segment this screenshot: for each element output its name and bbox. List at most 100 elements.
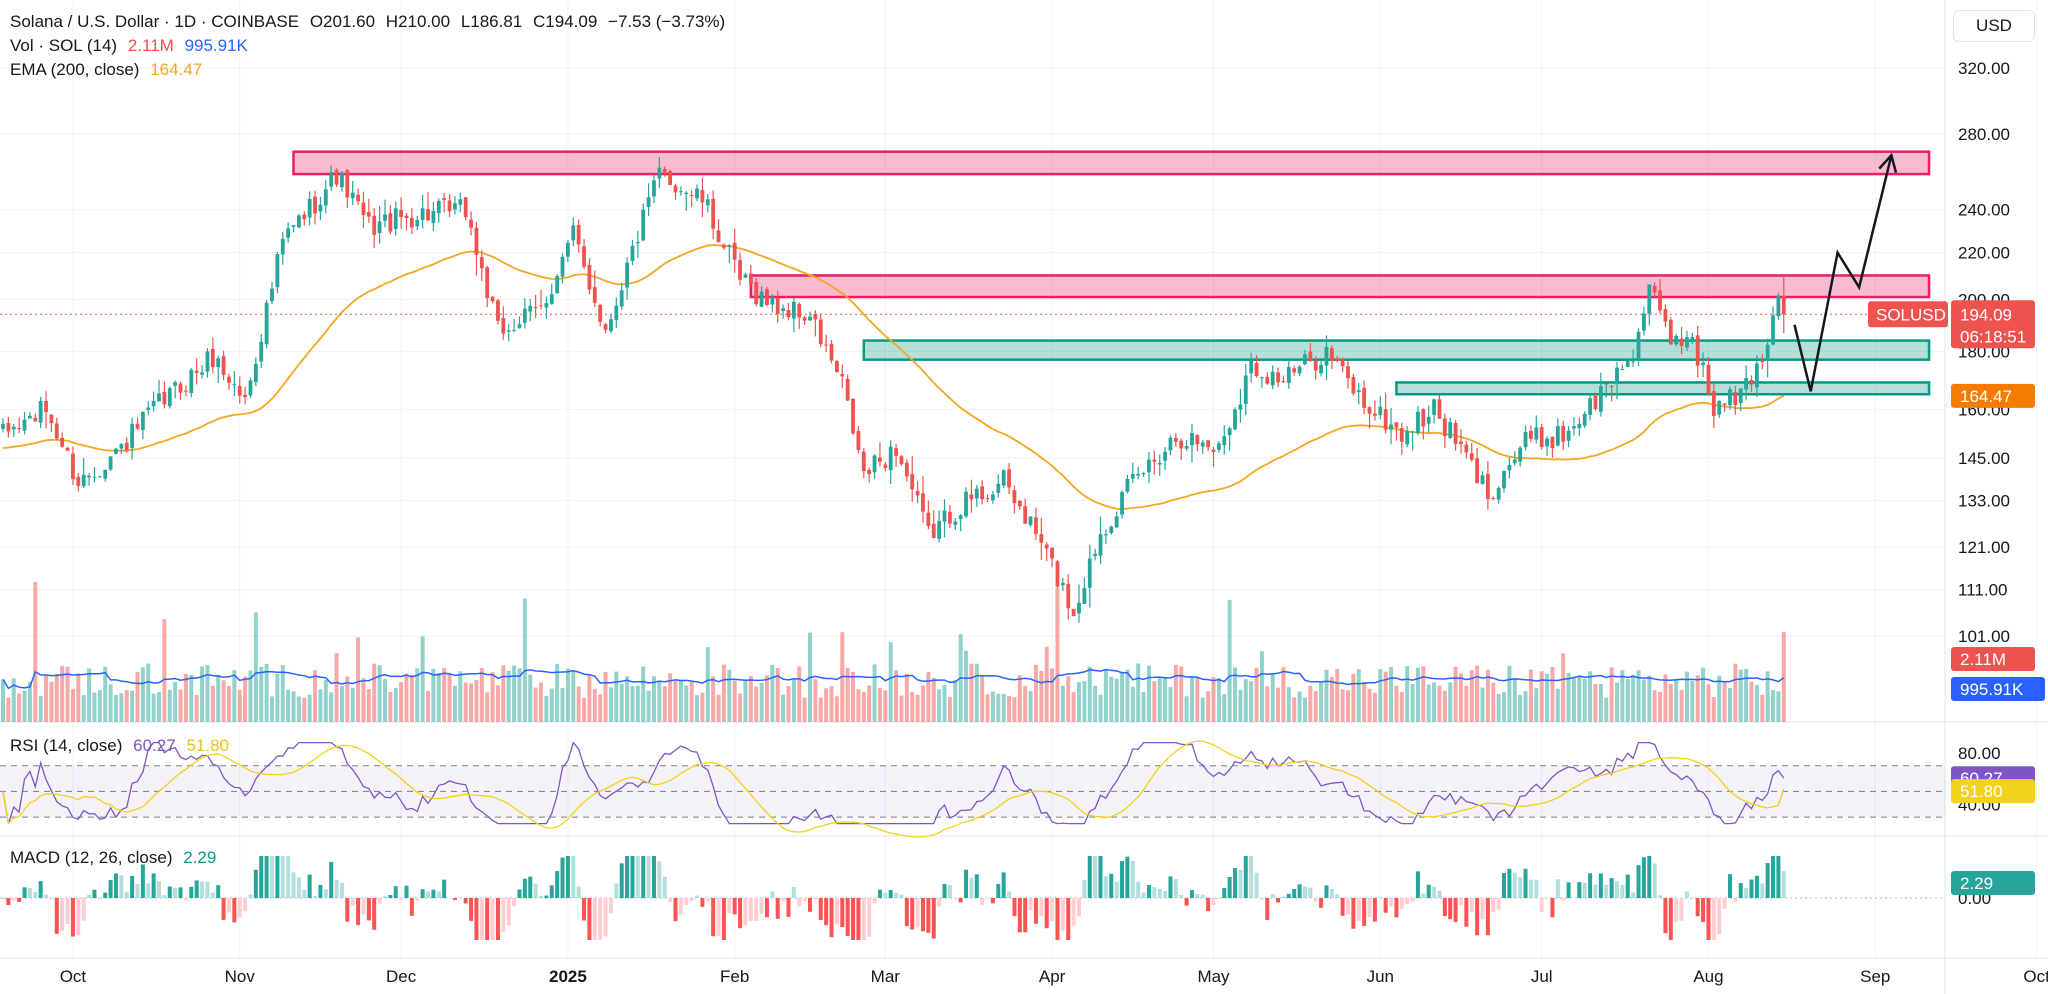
legend-change: −7.53 (−3.73%) [608, 12, 726, 31]
candle [522, 297, 527, 329]
candle [1157, 454, 1162, 477]
macd-hist-bar [1754, 875, 1759, 898]
candle-body [754, 281, 759, 305]
candle [1604, 383, 1609, 398]
macd-hist-bar [463, 898, 468, 904]
macd-hist-bar [608, 898, 613, 914]
volume-bar [1383, 671, 1388, 722]
macd-hist-bar [501, 898, 506, 932]
macd-hist-bar [307, 874, 312, 898]
volume-bar [399, 682, 404, 722]
macd-hist-bar [576, 886, 581, 898]
legend-rsi-label[interactable]: RSI (14, close) [10, 736, 123, 755]
candle-body [861, 451, 866, 471]
macd-hist-bar [92, 889, 97, 898]
candle [76, 472, 81, 492]
volume-bar [1421, 666, 1426, 722]
legend-symbol[interactable]: Solana / U.S. Dollar · 1D · COINBASE [10, 12, 300, 31]
volume-bar [700, 692, 705, 722]
macd-hist-bar [1346, 898, 1350, 915]
volume-bar [996, 693, 1001, 722]
candle-body [297, 215, 301, 228]
candle-body [1749, 379, 1754, 385]
candle [1577, 417, 1582, 437]
candle [237, 376, 242, 404]
candle [1195, 433, 1200, 452]
candle-body [528, 305, 533, 312]
candle-body [71, 453, 75, 480]
volume-bar [1082, 681, 1087, 722]
candle [1109, 525, 1114, 535]
rsi-ma-axis-tag: 51.80 [1951, 779, 2035, 804]
volume-bar [1114, 678, 1119, 722]
candle-body [1550, 436, 1555, 449]
candle [700, 177, 705, 218]
candle [1394, 422, 1399, 441]
macd-hist-bar [1437, 890, 1442, 898]
macd-hist-bar [630, 856, 635, 898]
macd-hist-bar [867, 898, 872, 937]
projection-arrowhead [1878, 152, 1898, 174]
candle [340, 170, 344, 192]
candle [1416, 406, 1420, 436]
macd-hist-bar [1625, 874, 1630, 898]
candle [442, 192, 447, 213]
volume-bar [1087, 666, 1092, 722]
candle [1163, 447, 1167, 470]
price-tick-label: 133.00 [1958, 491, 2010, 510]
candle-body [1685, 337, 1689, 348]
macd-hist-bar [323, 889, 328, 898]
candle-body [329, 172, 334, 187]
macd-hist-bar [1394, 898, 1399, 918]
volume-bar [1141, 691, 1146, 722]
legend-ema-label[interactable]: EMA (200, close) [10, 60, 140, 79]
candle-body [808, 316, 812, 321]
volume-bar [1168, 687, 1173, 722]
candle [1701, 352, 1705, 378]
candle [318, 196, 323, 221]
candle [1545, 436, 1549, 456]
candle-body [1173, 437, 1178, 442]
candle-body [1233, 409, 1237, 430]
candle-body [1469, 453, 1474, 460]
volume-bar [560, 687, 565, 722]
volume-bar [232, 670, 237, 722]
candle-body [1561, 426, 1566, 442]
macd-hist-bar [1356, 898, 1361, 921]
macd-hist-bar [302, 889, 307, 898]
candle [1663, 304, 1668, 328]
macd-hist-bar [565, 856, 570, 898]
currency-button[interactable]: USD [1953, 10, 2035, 42]
macd-hist-bar [44, 894, 49, 898]
volume-bar [259, 667, 264, 722]
candle [1125, 474, 1130, 494]
macd-hist-bar [65, 898, 70, 924]
macd-hist-bar [1039, 898, 1044, 916]
candle-body [1674, 335, 1679, 345]
candle [711, 190, 716, 240]
candle [490, 296, 495, 304]
volume-bar [60, 665, 65, 722]
legend-macd-label[interactable]: MACD (12, 26, close) [10, 848, 173, 867]
volume-bar [1055, 588, 1060, 722]
candle-body [318, 204, 323, 212]
macd-hist-bar [275, 856, 280, 898]
volume-bar [157, 692, 162, 722]
candle-body [1303, 354, 1307, 365]
candle [861, 448, 866, 479]
time-tick-label: May [1197, 967, 1230, 986]
legend-vol-label[interactable]: Vol · SOL (14) [10, 36, 118, 55]
volume-bar [1528, 669, 1533, 722]
volume-bar [942, 684, 947, 722]
macd-hist-bar [808, 898, 812, 912]
macd-hist-bar [528, 876, 533, 898]
volume-bar [1276, 687, 1281, 722]
candle [947, 505, 952, 529]
macd-hist-bar [334, 879, 339, 898]
candle-body [727, 245, 732, 247]
macd-hist-bar [1442, 898, 1447, 916]
volume-bar [1571, 678, 1576, 722]
candle [372, 207, 377, 249]
candle [227, 373, 231, 390]
